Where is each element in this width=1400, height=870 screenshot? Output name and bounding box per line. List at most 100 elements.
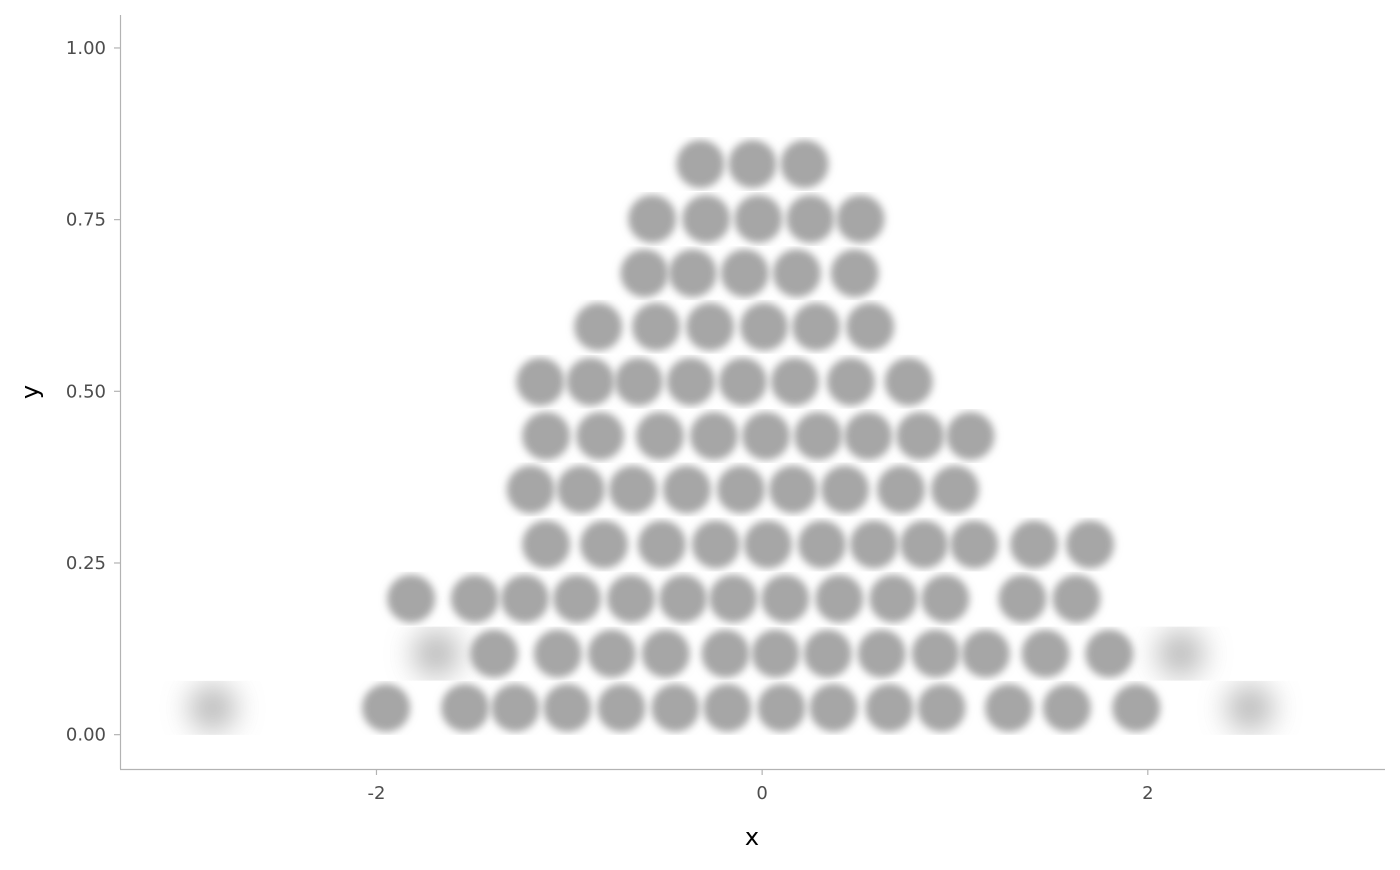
dot <box>628 194 677 243</box>
dot <box>836 194 885 243</box>
x-tick-label: 0 <box>756 783 767 804</box>
dot <box>1021 629 1070 678</box>
dot <box>533 629 582 678</box>
dot-row <box>506 465 979 514</box>
dot <box>1042 683 1091 732</box>
dot <box>608 465 657 514</box>
dot <box>809 683 858 732</box>
dot <box>491 683 540 732</box>
dot <box>803 629 852 678</box>
dot-row <box>188 683 1275 732</box>
dot <box>821 465 870 514</box>
dot <box>500 574 549 623</box>
dot <box>728 140 777 189</box>
dot <box>720 249 769 298</box>
dot <box>676 140 725 189</box>
dot <box>556 465 605 514</box>
dot <box>686 302 735 351</box>
dot <box>516 357 565 406</box>
dot <box>362 683 411 732</box>
dot <box>522 411 571 460</box>
dot <box>607 574 656 623</box>
dot <box>522 520 571 569</box>
dot <box>701 629 750 678</box>
dot <box>921 574 970 623</box>
dot <box>553 574 602 623</box>
dot <box>470 629 519 678</box>
dot <box>614 357 663 406</box>
dot <box>865 683 914 732</box>
dot <box>930 465 979 514</box>
dot-row <box>628 194 885 243</box>
dot <box>884 357 933 406</box>
dot <box>689 411 738 460</box>
dot <box>543 683 592 732</box>
dot <box>716 465 765 514</box>
dot <box>682 194 731 243</box>
dot <box>869 574 918 623</box>
dot <box>826 357 875 406</box>
y-tick-label: 0.00 <box>66 725 106 746</box>
dot <box>666 357 715 406</box>
dot <box>768 465 817 514</box>
dot <box>998 574 1047 623</box>
dot <box>412 629 461 678</box>
y-axis-title: y <box>16 385 44 399</box>
dot-row <box>574 302 895 351</box>
x-axis-title: x <box>745 823 759 851</box>
dot <box>751 629 800 678</box>
dot <box>849 520 898 569</box>
dot <box>632 302 681 351</box>
dot <box>188 683 237 732</box>
dot <box>709 574 758 623</box>
dot <box>1085 629 1134 678</box>
dot-row <box>522 411 995 460</box>
dot <box>786 194 835 243</box>
dot <box>741 411 790 460</box>
x-ticks: -2 0 2 <box>367 769 1154 804</box>
dot <box>587 629 636 678</box>
dot-row <box>676 140 829 189</box>
y-ticks: 0.00 0.25 0.50 0.75 1.00 <box>66 38 120 746</box>
dot <box>635 411 684 460</box>
dot <box>580 520 629 569</box>
dot <box>794 411 843 460</box>
dot <box>1065 520 1114 569</box>
dot <box>718 357 767 406</box>
dot <box>770 357 819 406</box>
dot-row <box>387 574 1101 623</box>
dot <box>1156 629 1205 678</box>
dot <box>566 357 615 406</box>
dot <box>641 629 690 678</box>
dot <box>441 683 490 732</box>
dot <box>387 574 436 623</box>
dot <box>846 302 895 351</box>
y-tick-label: 0.25 <box>66 553 106 574</box>
dot <box>917 683 966 732</box>
y-tick-label: 1.00 <box>66 38 106 59</box>
dot <box>691 520 740 569</box>
dot <box>651 683 700 732</box>
dot-row <box>412 629 1205 678</box>
dot <box>946 411 995 460</box>
dot <box>506 465 555 514</box>
dot <box>757 683 806 732</box>
dot <box>662 465 711 514</box>
dot <box>734 194 783 243</box>
dot <box>761 574 810 623</box>
dot <box>1010 520 1059 569</box>
dot-row <box>516 357 933 406</box>
dot <box>668 249 717 298</box>
dot <box>984 683 1033 732</box>
dot <box>772 249 821 298</box>
dot <box>911 629 960 678</box>
dot <box>659 574 708 623</box>
dot <box>703 683 752 732</box>
dot <box>576 411 625 460</box>
dot <box>1112 683 1161 732</box>
dot-row <box>620 249 879 298</box>
dot <box>780 140 829 189</box>
dot <box>961 629 1010 678</box>
dot <box>844 411 893 460</box>
